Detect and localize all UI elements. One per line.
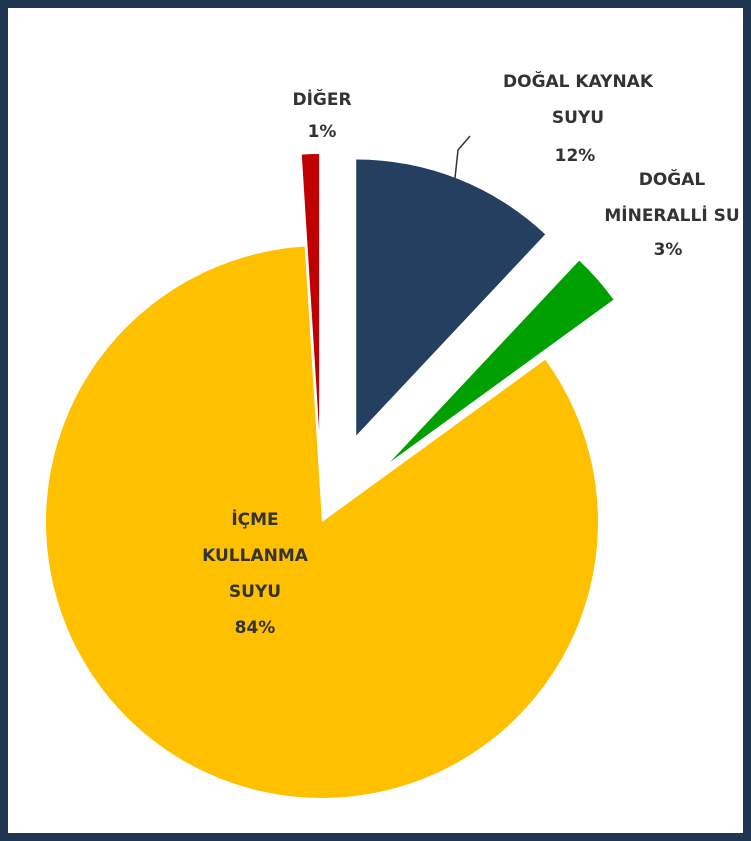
pie-slice bbox=[356, 159, 546, 436]
leader-line bbox=[454, 135, 471, 179]
slice-value-label: 3% bbox=[653, 240, 683, 260]
slice-label: İÇME KULLANMA SUYU bbox=[202, 510, 308, 602]
slice-label: DOĞAL MİNERALLİ SU bbox=[604, 170, 740, 226]
pie-slice bbox=[390, 260, 614, 462]
slice-value-label: 84% bbox=[234, 618, 276, 638]
pie-slice bbox=[301, 154, 320, 431]
slice-label: DOĞAL KAYNAK SUYU bbox=[503, 72, 653, 128]
slice-value-label: 1% bbox=[307, 122, 337, 142]
slice-label: DİĞER bbox=[292, 90, 352, 110]
pie-slice bbox=[45, 246, 598, 798]
slice-value-label: 12% bbox=[554, 146, 596, 166]
